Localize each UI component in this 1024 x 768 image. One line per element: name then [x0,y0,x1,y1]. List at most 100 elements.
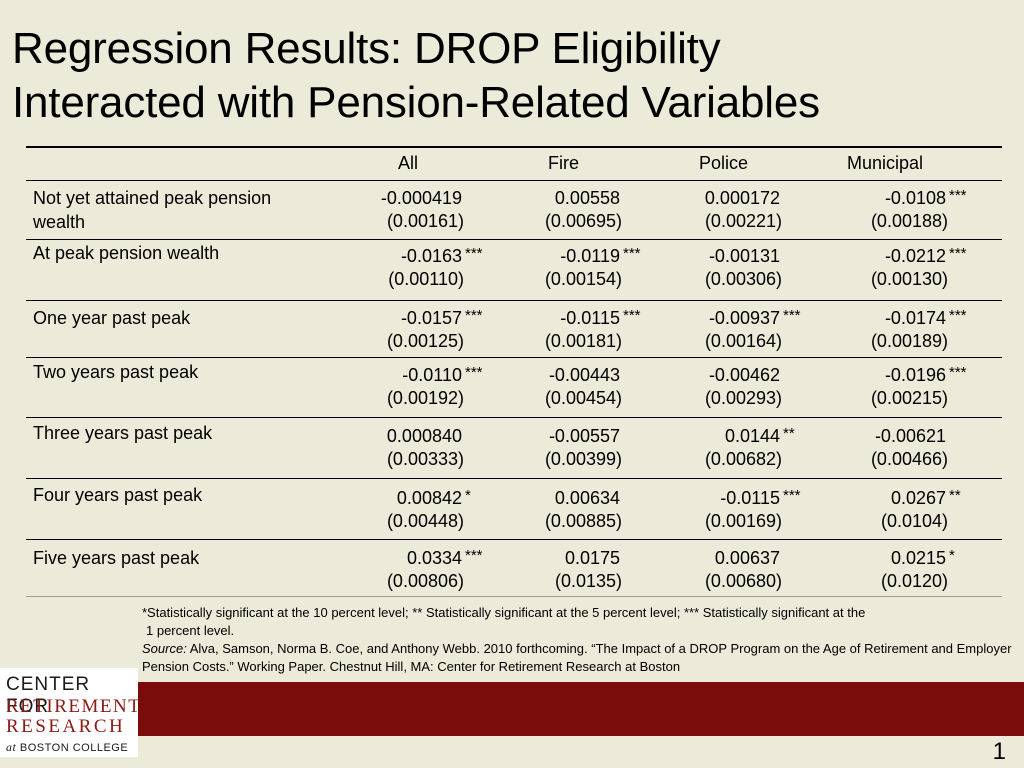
footnote: *Statistically significant at the 10 per… [142,604,1022,676]
standard-error-cell: (0.00806) [386,571,464,591]
coefficient-cell: 0.0334 [406,548,462,568]
significance-stars: *** [783,307,801,324]
standard-error-cell: (0.00189) [870,331,948,351]
row-label-line: Not yet attained peak pension [33,188,272,208]
row-separator [26,239,1002,240]
row-label-line: Three years past peak [33,423,213,443]
standard-error-cell: (0.00885) [544,511,622,531]
coefficient-cell: -0.0108 [884,188,946,208]
significance-stars: *** [949,307,967,324]
coefficient-cell: -0.0196 [884,365,946,385]
logo-line-boston-college: at BOSTON COLLEGE [6,740,128,755]
standard-error-cell: (0.00466) [870,449,948,469]
standard-error-cell: (0.00215) [870,388,948,408]
significance-stars: * [465,487,471,504]
row-separator [26,478,1002,479]
standard-error-cell: (0.00448) [386,511,464,531]
slide-title-line-1: Regression Results: DROP Eligibility [12,24,721,73]
logo-line-center-for: CENTER FOR [6,674,91,717]
coefficient-cell: -0.00462 [708,365,780,385]
row-label-line: Five years past peak [33,548,200,568]
slide-title: Regression Results: DROP Eligibility Int… [12,22,820,130]
row-label: At peak pension wealth [33,241,323,265]
row-label-line: At peak pension wealth [33,243,220,263]
significance-stars: *** [623,307,641,324]
standard-error-cell: (0.00161) [386,211,464,231]
standard-error-cell: (0.0120) [880,571,948,591]
significance-stars: *** [949,245,967,262]
standard-error-cell: (0.00125) [386,331,464,351]
significance-stars: *** [623,245,641,262]
coefficient-cell: -0.0115 [560,308,620,328]
table-bottom-rule [26,596,1002,597]
coefficient-cell: -0.00937 [708,308,780,328]
significance-stars: *** [465,364,483,381]
logo-at: at [6,740,17,754]
coefficient-cell: -0.0110 [402,365,462,385]
standard-error-cell: (0.0104) [880,511,948,531]
coefficient-cell: 0.000840 [386,426,462,446]
logo-line-research: RESEARCH [6,716,126,737]
significance-stars: *** [783,487,801,504]
significance-note-line-2: 1 percent level. [146,623,235,638]
coefficient-cell: -0.00131 [708,246,780,266]
row-separator [26,539,1002,540]
row-label: Two years past peak [33,360,323,384]
coefficient-cell: -0.00557 [548,426,620,446]
source-note: Source: Alva, Samson, Norma B. Coe, and … [142,640,1022,676]
significance-stars: *** [949,364,967,381]
logo-line-retirement: RETIREMENT [6,696,142,717]
table-header-rule [26,180,1002,181]
row-label: One year past peak [33,306,323,330]
coefficient-cell: -0.0163 [400,246,462,266]
standard-error-cell: (0.00293) [704,388,782,408]
source-label: Source: [142,641,187,656]
standard-error-cell: (0.00192) [386,388,464,408]
significance-stars: *** [465,547,483,564]
standard-error-cell: (0.00306) [704,269,782,289]
coefficient-cell: -0.0157 [400,308,462,328]
significance-stars: *** [949,187,967,204]
coefficient-cell: -0.000419 [380,188,462,208]
row-label-line: Four years past peak [33,485,203,505]
coefficient-cell: 0.00634 [554,488,620,508]
coefficient-cell: -0.00443 [548,365,620,385]
standard-error-cell: (0.00680) [704,571,782,591]
row-label: Four years past peak [33,483,323,507]
standard-error-cell: (0.00695) [544,211,622,231]
standard-error-cell: (0.00169) [704,511,782,531]
standard-error-cell: (0.00682) [704,449,782,469]
slide-title-line-2: Interacted with Pension-Related Variable… [12,78,820,127]
significance-stars: *** [465,245,483,262]
standard-error-cell: (0.00130) [870,269,948,289]
row-separator [26,357,1002,358]
crr-logo: CENTER FOR RETIREMENT RESEARCH at BOSTON… [0,668,142,757]
coefficient-cell: -0.0115 [720,488,780,508]
column-header-all: All [398,153,419,173]
footer-bar [138,682,1024,736]
coefficient-cell: -0.0119 [560,246,620,266]
standard-error-cell: (0.00110) [388,269,464,289]
standard-error-cell: (0.00164) [704,331,782,351]
row-label-line: Two years past peak [33,362,199,382]
coefficient-cell: 0.0144 [724,426,780,446]
coefficient-cell: 0.0267 [890,488,946,508]
coefficient-cell: -0.00621 [874,426,946,446]
row-label-line: wealth [33,212,86,232]
logo-boston-college: BOSTON COLLEGE [16,742,129,754]
coefficient-cell: 0.00637 [714,548,780,568]
coefficient-cell: 0.000172 [704,188,780,208]
standard-error-cell: (0.00188) [870,211,948,231]
standard-error-cell: (0.0135) [554,571,622,591]
column-header-municipal: Municipal [847,153,924,173]
coefficient-cell: -0.0174 [884,308,946,328]
coefficient-cell: -0.0212 [884,246,946,266]
standard-error-cell: (0.00154) [544,269,622,289]
standard-error-cell: (0.00333) [386,449,464,469]
row-label-line: One year past peak [33,308,191,328]
table-top-rule [26,146,1002,148]
row-separator [26,300,1002,301]
coefficient-cell: 0.0175 [564,548,620,568]
coefficient-cell: 0.00842 [396,488,462,508]
source-text: Alva, Samson, Norma B. Coe, and Anthony … [142,641,1012,674]
